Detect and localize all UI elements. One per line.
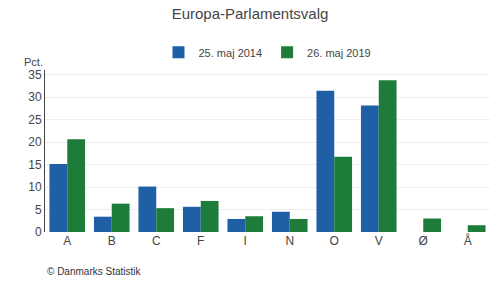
svg-text:B: B [108,234,116,248]
svg-text:30: 30 [28,90,42,104]
svg-text:15: 15 [28,158,42,172]
svg-text:V: V [375,234,383,248]
svg-text:F: F [197,234,204,248]
svg-text:O: O [330,234,339,248]
svg-text:C: C [152,234,161,248]
svg-text:Ø: Ø [419,234,428,248]
svg-text:0: 0 [35,225,42,239]
svg-text:10: 10 [28,180,42,194]
svg-text:25. maj 2014: 25. maj 2014 [199,47,263,59]
svg-text:N: N [285,234,294,248]
svg-text:35: 35 [28,68,42,82]
svg-text:Å: Å [464,233,472,248]
svg-text:5: 5 [35,203,42,217]
svg-text:26. maj 2019: 26. maj 2019 [307,47,371,59]
svg-text:© Danmarks Statistik: © Danmarks Statistik [47,266,142,277]
svg-text:I: I [244,234,247,248]
svg-text:Pct.: Pct. [24,56,43,68]
svg-text:25: 25 [28,113,42,127]
svg-text:A: A [63,234,71,248]
svg-text:Europa-Parlamentsvalg: Europa-Parlamentsvalg [172,5,329,22]
svg-text:20: 20 [28,135,42,149]
